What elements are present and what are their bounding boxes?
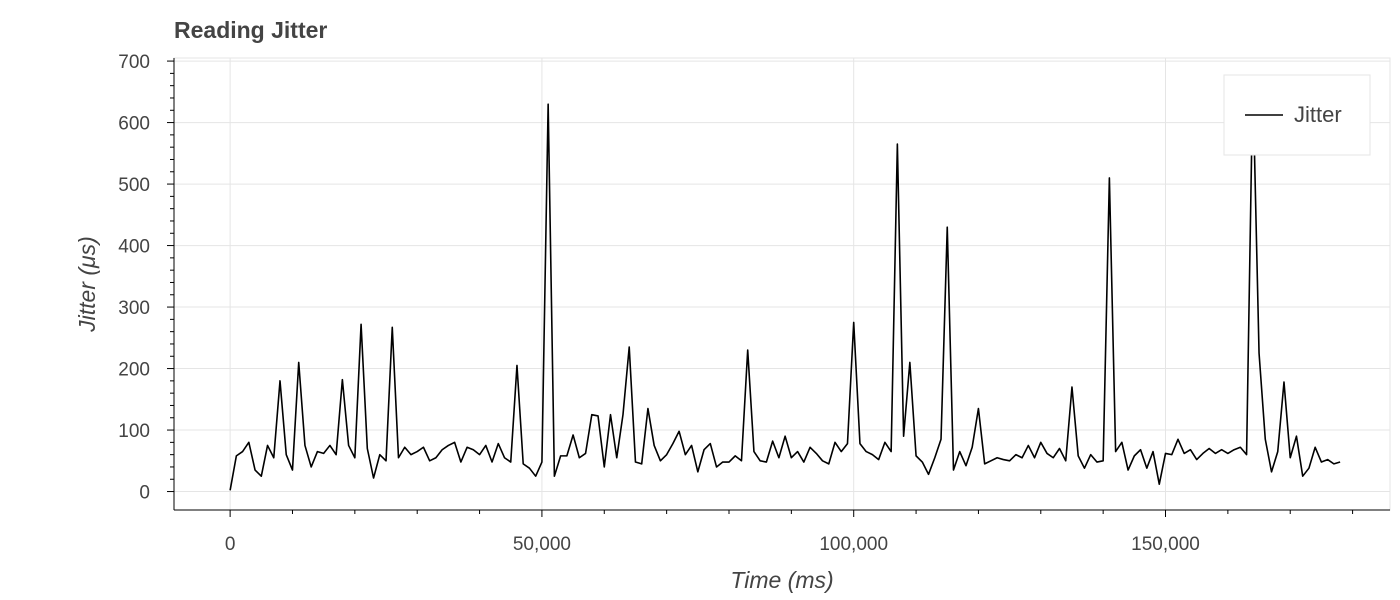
x-tick-label-2: 100,000 bbox=[819, 534, 888, 555]
y-tick-label-4: 400 bbox=[118, 237, 150, 258]
series-layer bbox=[229, 78, 1341, 491]
x-tick-label-3: 150,000 bbox=[1131, 534, 1200, 555]
x-axis-label: Time (ms) bbox=[730, 567, 833, 593]
y-axis-label: Jitter (μs) bbox=[74, 236, 100, 333]
y-tick-label-1: 100 bbox=[118, 421, 150, 442]
y-tick-label-2: 200 bbox=[118, 360, 150, 381]
x-tick-label-1: 50,000 bbox=[513, 534, 571, 555]
y-tick-label-6: 600 bbox=[118, 114, 150, 135]
y-tick-label-7: 700 bbox=[118, 52, 150, 73]
series-line-0 bbox=[229, 78, 1341, 491]
legend: Jitter bbox=[1223, 74, 1371, 156]
x-tick-label-0: 0 bbox=[225, 534, 236, 555]
y-tick-label-5: 500 bbox=[118, 175, 150, 196]
grid bbox=[174, 58, 1390, 510]
legend-label: Jitter bbox=[1294, 102, 1342, 127]
y-tick-label-3: 300 bbox=[118, 298, 150, 319]
plot-frame bbox=[173, 57, 1391, 511]
chart-title: Reading Jitter bbox=[174, 17, 327, 43]
y-tick-label-0: 0 bbox=[139, 483, 150, 504]
axes: 0 50,000 100,000 150,000 0 100 200 300 400 500 600… bbox=[118, 52, 1390, 555]
